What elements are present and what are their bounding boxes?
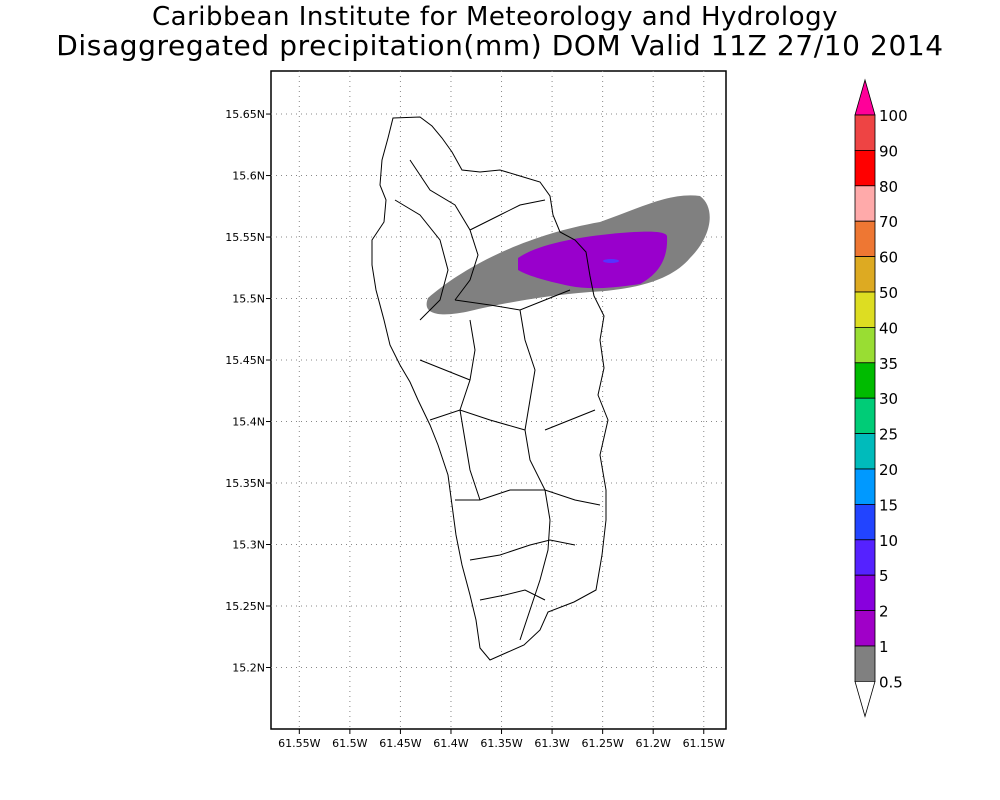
colorbar-swatch <box>854 149 876 187</box>
colorbar-swatch <box>854 220 876 257</box>
colorbar-swatch <box>854 114 876 151</box>
colorbar-swatch <box>854 433 876 470</box>
lat-tick-label: 15.65N <box>225 108 265 121</box>
colorbar-label: 80 <box>879 178 898 196</box>
dominica-coastline <box>371 116 609 661</box>
colorbar-label: 70 <box>879 213 898 231</box>
lon-tick-label: 61.2W <box>636 737 671 750</box>
axis-tick-labels: 15.65N 15.6N 15.55N 15.5N 15.45N 15.4N 15.35N 1… <box>225 108 725 750</box>
parish-boundary <box>519 309 551 521</box>
colorbar-label: 25 <box>879 426 898 444</box>
lon-tick-label: 61.4W <box>433 737 468 750</box>
colorbar-swatch <box>854 185 876 222</box>
colorbar-label: 30 <box>879 390 898 408</box>
colorbar-swatch <box>854 645 876 682</box>
colorbar: 100 90 80 70 60 50 40 35 30 25 20 15 10 5 2 1 0.5 <box>854 78 908 718</box>
colorbar-label: 15 <box>879 496 898 514</box>
precip-layer-purple <box>518 231 668 289</box>
lat-tick-label: 15.35N <box>225 477 265 490</box>
colorbar-label: 20 <box>879 461 898 479</box>
precip-region-5-to-10mm <box>603 259 619 263</box>
lat-tick-label: 15.45N <box>225 354 265 367</box>
chart-title-line2: Disaggregated precipitation(mm) DOM Vali… <box>56 29 944 62</box>
colorbar-label: 10 <box>879 532 898 550</box>
lon-tick-label: 61.3W <box>534 737 569 750</box>
parish-boundary <box>519 519 551 641</box>
lat-tick-label: 15.25N <box>225 600 265 613</box>
parish-boundary <box>455 489 601 506</box>
parish-boundary <box>419 359 471 381</box>
lat-tick-label: 15.5N <box>232 293 265 306</box>
parish-boundary <box>429 409 526 431</box>
colorbar-label: 90 <box>879 142 898 160</box>
precip-region-1-to-2mm <box>518 231 668 289</box>
colorbar-label: 100 <box>879 107 908 125</box>
parish-boundary <box>394 199 449 321</box>
colorbar-swatch <box>854 610 876 647</box>
colorbar-label: 5 <box>879 567 889 585</box>
colorbar-label: 60 <box>879 249 898 267</box>
lon-tick-label: 61.45W <box>379 737 421 750</box>
colorbar-swatch <box>854 468 876 505</box>
colorbar-swatch <box>854 326 876 364</box>
parish-boundary <box>544 409 596 431</box>
colorbar-swatch <box>854 539 876 576</box>
chart-title-line1: Caribbean Institute for Meteorology and … <box>152 2 838 32</box>
colorbar-top-arrow <box>854 78 876 116</box>
colorbar-label: 0.5 <box>879 673 903 691</box>
colorbar-swatch <box>854 362 876 399</box>
parish-boundary <box>469 539 576 561</box>
lat-tick-label: 15.3N <box>232 539 265 552</box>
lon-tick-label: 61.5W <box>332 737 367 750</box>
colorbar-swatch <box>854 291 876 328</box>
lat-tick-label: 15.55N <box>225 231 265 244</box>
colorbar-swatch <box>854 256 876 293</box>
colorbar-bottom-arrow <box>854 681 876 718</box>
colorbar-label: 2 <box>879 603 889 621</box>
lat-tick-label: 15.2N <box>232 662 265 675</box>
lon-tick-label: 61.15W <box>683 737 725 750</box>
colorbar-swatch <box>854 397 876 435</box>
colorbar-label: 40 <box>879 319 898 337</box>
colorbar-swatch <box>854 574 876 612</box>
colorbar-swatch <box>854 503 876 541</box>
map-plot-area <box>270 70 727 730</box>
colorbar-label: 35 <box>879 355 898 373</box>
lat-tick-label: 15.6N <box>232 170 265 183</box>
lat-tick-label: 15.4N <box>232 416 265 429</box>
colorbar-label: 1 <box>879 638 889 656</box>
island-outline <box>371 116 609 661</box>
parish-boundary <box>469 199 546 231</box>
lon-tick-label: 61.35W <box>480 737 522 750</box>
graticule-grid <box>266 71 726 734</box>
colorbar-label: 50 <box>879 284 898 302</box>
lon-tick-label: 61.25W <box>581 737 623 750</box>
lon-tick-label: 61.55W <box>278 737 320 750</box>
